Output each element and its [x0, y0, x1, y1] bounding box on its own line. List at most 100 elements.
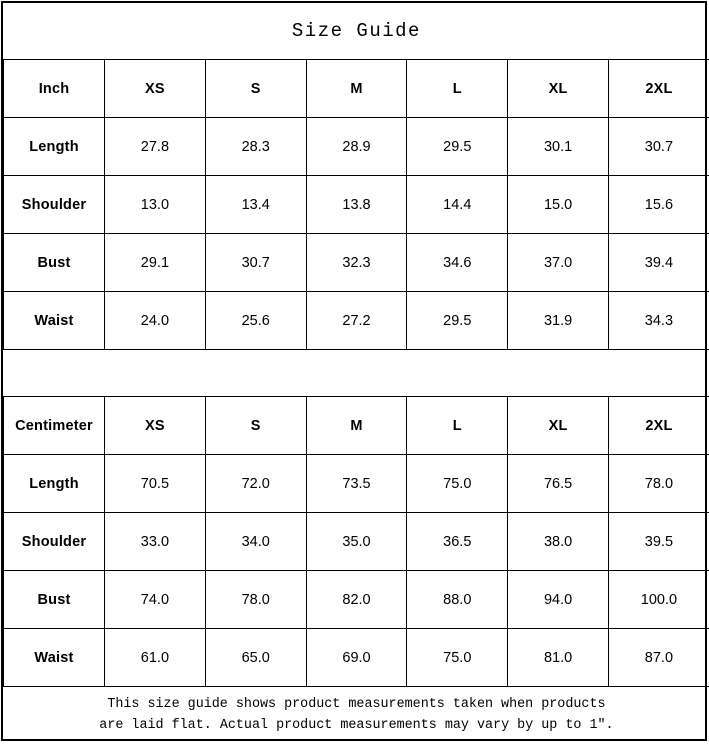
inch-unit-label: Inch: [39, 81, 70, 97]
measure-label: Bust: [37, 592, 70, 608]
measure-value: 76.5: [544, 476, 572, 492]
inch-length-m: 28.9: [306, 118, 407, 176]
cm-header-row: Centimeter XS S M L XL 2XL: [4, 397, 709, 455]
inch-waist-xs: 24.0: [105, 292, 206, 350]
inch-waist-l: 29.5: [407, 292, 508, 350]
inch-bust-m: 32.3: [306, 234, 407, 292]
measure-value: 32.3: [342, 255, 370, 271]
inch-bust-2xl: 39.4: [608, 234, 709, 292]
size-label: 2XL: [645, 81, 672, 97]
measure-value: 39.4: [645, 255, 673, 271]
cm-shoulder-s: 34.0: [205, 513, 306, 571]
cm-shoulder-m: 35.0: [306, 513, 407, 571]
cm-waist-xl: 81.0: [508, 629, 609, 687]
size-label: L: [453, 81, 462, 97]
measure-value: 13.0: [141, 197, 169, 213]
measure-value: 28.3: [242, 139, 270, 155]
measure-value: 15.0: [544, 197, 572, 213]
measure-value: 38.0: [544, 534, 572, 550]
cm-bust-xl: 94.0: [508, 571, 609, 629]
measure-value: 25.6: [242, 313, 270, 329]
inch-bust-xs: 29.1: [105, 234, 206, 292]
cm-bust-l: 88.0: [407, 571, 508, 629]
cm-shoulder-2xl: 39.5: [608, 513, 709, 571]
table-row: Shoulder 13.0 13.4 13.8 14.4 15.0: [4, 176, 709, 234]
inch-size-header-xl: XL: [508, 60, 609, 118]
cm-waist-l: 75.0: [407, 629, 508, 687]
measure-label: Length: [29, 476, 79, 492]
cm-unit-header-cell: Centimeter: [4, 397, 105, 455]
measure-value: 39.5: [645, 534, 673, 550]
size-label: L: [453, 418, 462, 434]
measure-value: 87.0: [645, 650, 673, 666]
table-row: Length 27.8 28.3 28.9 29.5 30.1: [4, 118, 709, 176]
inch-waist-s: 25.6: [205, 292, 306, 350]
measure-value: 75.0: [443, 476, 471, 492]
measure-label: Waist: [34, 650, 73, 666]
measure-value: 13.8: [342, 197, 370, 213]
measure-value: 72.0: [242, 476, 270, 492]
inch-row-label-shoulder: Shoulder: [4, 176, 105, 234]
inch-length-l: 29.5: [407, 118, 508, 176]
size-label: XS: [145, 81, 165, 97]
inch-shoulder-s: 13.4: [205, 176, 306, 234]
measure-value: 69.0: [342, 650, 370, 666]
inch-length-s: 28.3: [205, 118, 306, 176]
cm-size-header-xl: XL: [508, 397, 609, 455]
cm-length-xl: 76.5: [508, 455, 609, 513]
measure-value: 31.9: [544, 313, 572, 329]
cm-length-2xl: 78.0: [608, 455, 709, 513]
measure-value: 65.0: [242, 650, 270, 666]
measure-value: 29.1: [141, 255, 169, 271]
measure-value: 30.1: [544, 139, 572, 155]
cm-size-header-s: S: [205, 397, 306, 455]
cm-row-label-shoulder: Shoulder: [4, 513, 105, 571]
cm-size-header-m: M: [306, 397, 407, 455]
inch-size-header-m: M: [306, 60, 407, 118]
inch-shoulder-xl: 15.0: [508, 176, 609, 234]
cm-waist-m: 69.0: [306, 629, 407, 687]
measure-label: Length: [29, 139, 79, 155]
measure-value: 100.0: [641, 592, 677, 608]
measure-value: 29.5: [443, 313, 471, 329]
size-label: M: [350, 418, 362, 434]
size-label: 2XL: [645, 418, 672, 434]
cm-shoulder-xl: 38.0: [508, 513, 609, 571]
measure-value: 27.2: [342, 313, 370, 329]
cm-waist-s: 65.0: [205, 629, 306, 687]
measure-value: 14.4: [443, 197, 471, 213]
measure-value: 81.0: [544, 650, 572, 666]
inch-length-xl: 30.1: [508, 118, 609, 176]
measure-value: 82.0: [342, 592, 370, 608]
cm-length-s: 72.0: [205, 455, 306, 513]
measure-label: Waist: [34, 313, 73, 329]
measure-value: 34.0: [242, 534, 270, 550]
measure-value: 34.3: [645, 313, 673, 329]
cm-row-label-bust: Bust: [4, 571, 105, 629]
cm-length-l: 75.0: [407, 455, 508, 513]
measure-label: Bust: [37, 255, 70, 271]
inch-shoulder-2xl: 15.6: [608, 176, 709, 234]
measure-value: 78.0: [242, 592, 270, 608]
measure-value: 35.0: [342, 534, 370, 550]
inch-length-2xl: 30.7: [608, 118, 709, 176]
size-label: XL: [549, 81, 568, 97]
measure-value: 88.0: [443, 592, 471, 608]
measure-value: 94.0: [544, 592, 572, 608]
cm-size-header-xs: XS: [105, 397, 206, 455]
measure-value: 30.7: [645, 139, 673, 155]
measure-value: 30.7: [242, 255, 270, 271]
measure-value: 28.9: [342, 139, 370, 155]
table-row: Waist 61.0 65.0 69.0 75.0 81.0 8: [4, 629, 709, 687]
cm-waist-xs: 61.0: [105, 629, 206, 687]
footnote-text: This size guide shows product measuremen…: [4, 695, 709, 737]
page-title: Size Guide: [292, 20, 421, 42]
measure-value: 78.0: [645, 476, 673, 492]
cm-length-xs: 70.5: [105, 455, 206, 513]
inch-bust-xl: 37.0: [508, 234, 609, 292]
size-label: XL: [549, 418, 568, 434]
measure-value: 27.8: [141, 139, 169, 155]
cm-row-label-waist: Waist: [4, 629, 105, 687]
inch-size-header-l: L: [407, 60, 508, 118]
